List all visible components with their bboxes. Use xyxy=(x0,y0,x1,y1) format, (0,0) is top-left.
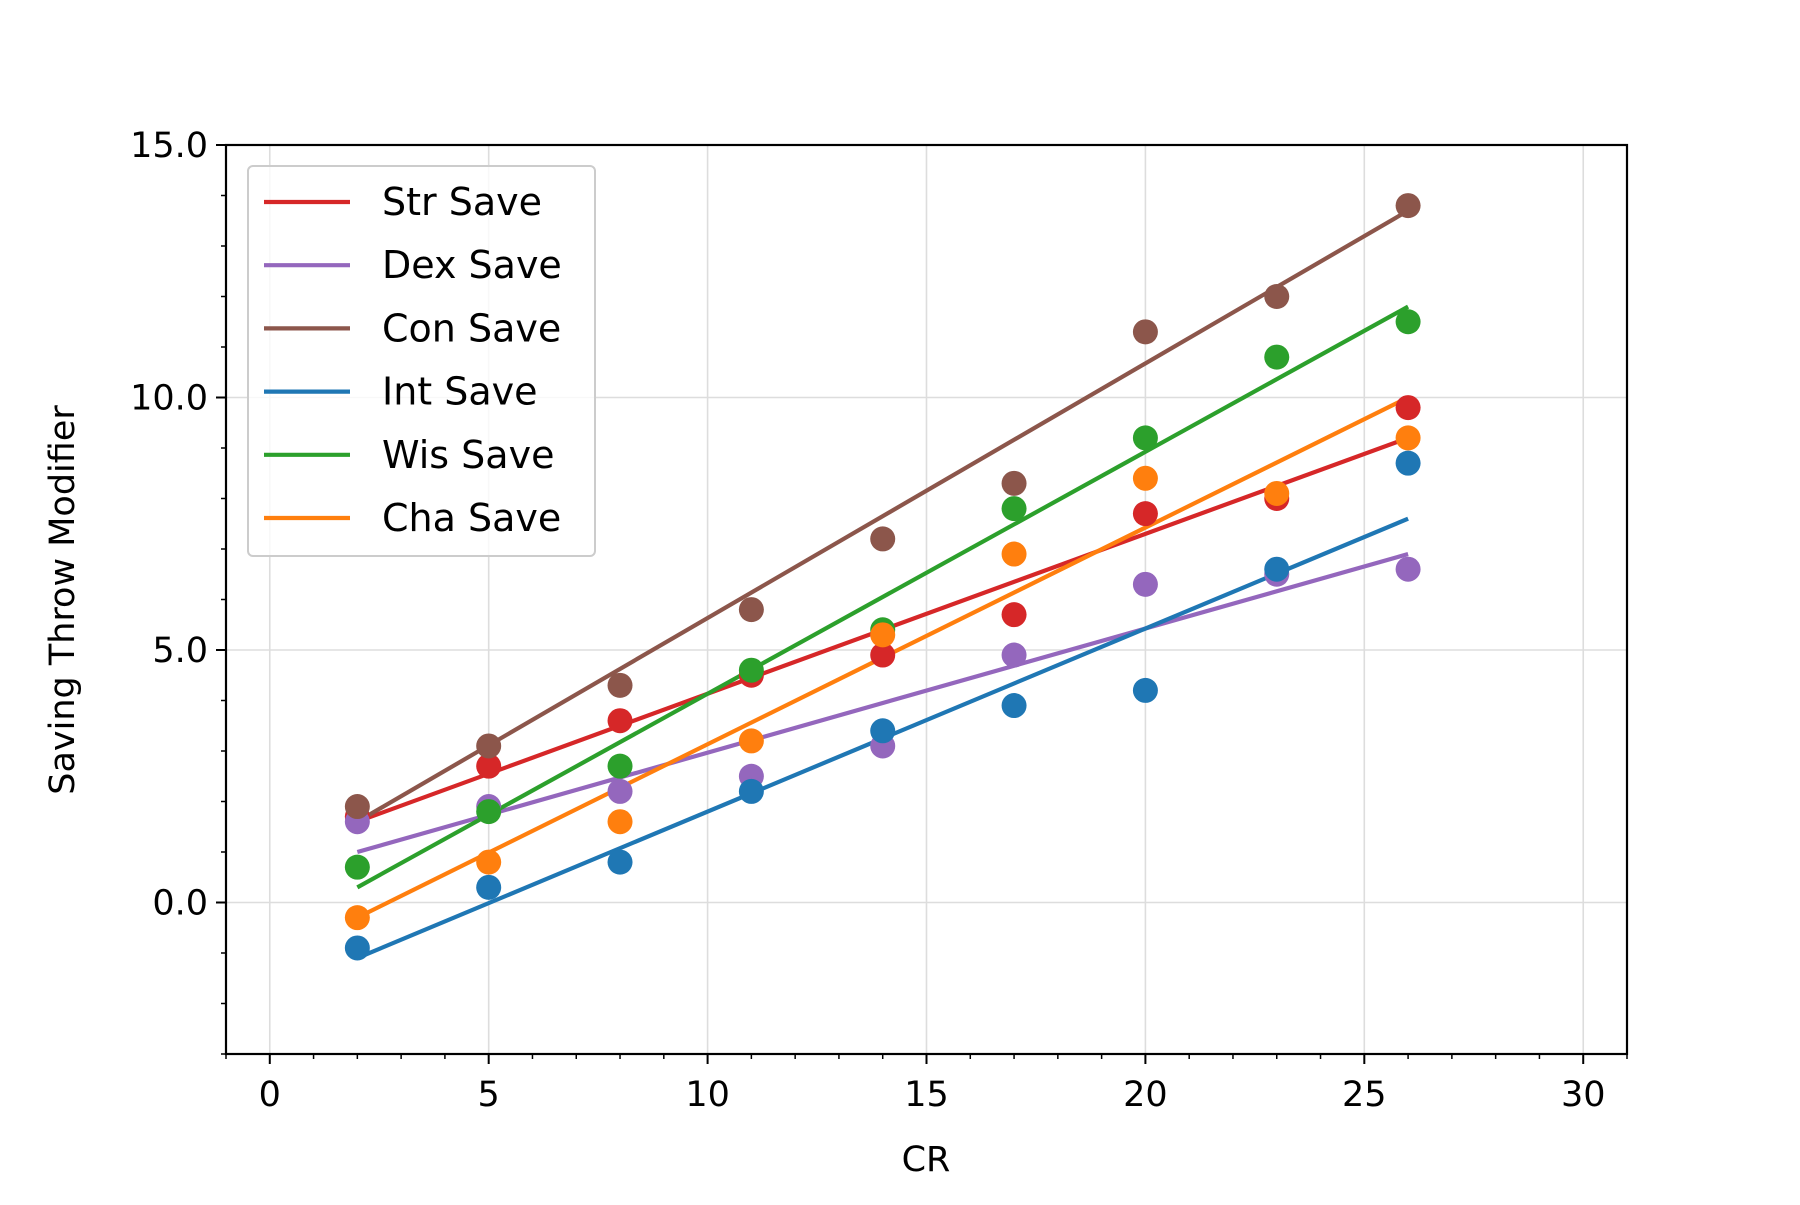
data-point-str-save xyxy=(476,753,502,779)
data-point-cha-save xyxy=(870,622,896,648)
data-point-con-save xyxy=(607,672,633,698)
x-axis-label: CR xyxy=(902,1140,951,1180)
data-point-wis-save xyxy=(738,657,764,683)
data-point-cha-save xyxy=(738,728,764,754)
fit-line-wis-save xyxy=(356,304,1410,890)
legend-item-dex-save: Dex Save xyxy=(264,243,562,287)
data-point-wis-save xyxy=(344,854,370,880)
data-point-int-save xyxy=(1264,556,1290,582)
data-point-int-save xyxy=(1132,677,1158,703)
y-tick-label: 0.0 xyxy=(152,884,208,924)
fit-lines xyxy=(356,208,1410,960)
legend-label: Wis Save xyxy=(382,433,554,477)
legend-item-str-save: Str Save xyxy=(264,180,542,224)
data-point-int-save xyxy=(870,718,896,744)
legend-label: Con Save xyxy=(382,306,561,350)
data-point-dex-save xyxy=(607,778,633,804)
data-point-int-save xyxy=(1001,693,1027,719)
legend-item-cha-save: Cha Save xyxy=(264,496,561,540)
y-tick-labels: 0.0 5.0 10.0 15.0 xyxy=(130,126,208,924)
fit-line-con-save xyxy=(356,208,1410,824)
legend-item-wis-save: Wis Save xyxy=(264,433,554,477)
data-point-wis-save xyxy=(1001,496,1027,522)
x-tick-label: 10 xyxy=(685,1075,730,1115)
data-point-wis-save xyxy=(607,753,633,779)
legend-label: Str Save xyxy=(382,180,542,224)
data-point-cha-save xyxy=(1264,480,1290,506)
data-point-dex-save xyxy=(1395,556,1421,582)
data-point-wis-save xyxy=(1264,344,1290,370)
data-point-dex-save xyxy=(1132,571,1158,597)
major-ticks xyxy=(216,144,1585,1064)
data-point-str-save xyxy=(1395,395,1421,421)
x-tick-label: 15 xyxy=(904,1075,949,1115)
data-point-cha-save xyxy=(344,905,370,931)
x-tick-label: 0 xyxy=(259,1075,281,1115)
data-point-int-save xyxy=(344,935,370,961)
data-point-int-save xyxy=(607,849,633,875)
data-point-dex-save xyxy=(1001,642,1027,668)
legend-label: Cha Save xyxy=(382,496,561,540)
data-point-cha-save xyxy=(607,809,633,835)
x-tick-label: 5 xyxy=(478,1075,500,1115)
data-point-con-save xyxy=(1264,284,1290,309)
data-point-int-save xyxy=(1395,450,1421,476)
data-point-str-save xyxy=(870,642,896,668)
data-point-wis-save xyxy=(476,799,502,825)
data-point-cha-save xyxy=(1001,541,1027,567)
fit-line-dex-save xyxy=(356,552,1409,855)
data-point-con-save xyxy=(738,597,764,623)
data-point-str-save xyxy=(1132,501,1158,527)
data-point-con-save xyxy=(1001,470,1027,496)
legend: Str Save Dex Save Con Save Int Save Wis Save… xyxy=(247,165,596,557)
legend-label: Int Save xyxy=(382,370,538,414)
data-point-con-save xyxy=(476,733,502,759)
x-tick-labels: 0 5 10 15 20 25 30 xyxy=(259,1075,1606,1115)
x-tick-label: 25 xyxy=(1342,1075,1387,1115)
legend-entries: Str Save Dex Save Con Save Int Save Wis Save… xyxy=(264,180,562,540)
y-tick-label: 5.0 xyxy=(152,631,208,671)
data-point-int-save xyxy=(738,778,764,804)
x-tick-label: 20 xyxy=(1123,1075,1168,1115)
legend-item-con-save: Con Save xyxy=(264,306,561,350)
y-tick-label: 15.0 xyxy=(130,126,208,166)
plot-frame xyxy=(224,143,1629,1056)
data-point-str-save xyxy=(1001,602,1027,628)
data-point-wis-save xyxy=(1132,425,1158,451)
x-tick-label: 30 xyxy=(1561,1075,1606,1115)
legend-label: Dex Save xyxy=(382,243,562,287)
data-point-con-save xyxy=(1132,319,1158,345)
data-point-str-save xyxy=(607,708,633,734)
data-point-con-save xyxy=(344,794,370,820)
data-point-wis-save xyxy=(1395,309,1421,335)
y-tick-label: 10.0 xyxy=(130,379,208,419)
data-point-cha-save xyxy=(1395,425,1421,451)
legend-item-int-save: Int Save xyxy=(264,370,538,414)
y-axis-label: Saving Throw Modifier xyxy=(43,405,83,795)
data-point-con-save xyxy=(1395,193,1421,219)
data-point-con-save xyxy=(870,526,896,552)
data-point-cha-save xyxy=(476,849,502,875)
data-point-cha-save xyxy=(1132,465,1158,491)
data-points xyxy=(344,193,1421,961)
data-point-int-save xyxy=(476,874,502,900)
